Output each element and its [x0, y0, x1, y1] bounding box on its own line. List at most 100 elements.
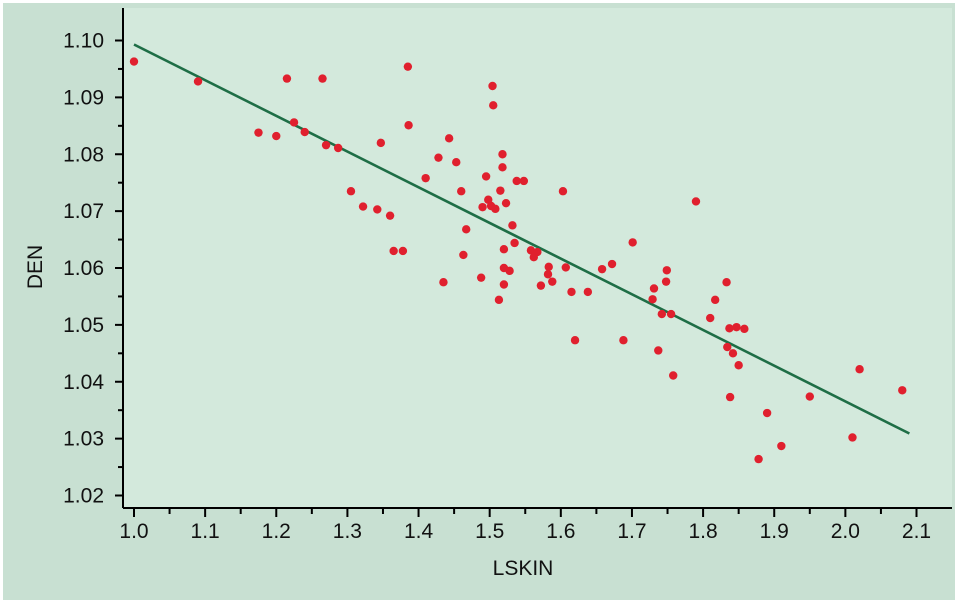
- data-point: [512, 176, 521, 186]
- data-point: [501, 198, 511, 208]
- data-point: [129, 57, 139, 66]
- data-point: [459, 250, 468, 260]
- data-point: [762, 408, 772, 418]
- data-point: [389, 246, 398, 256]
- x-tick-label: 1.6: [546, 520, 575, 543]
- data-point: [272, 131, 281, 141]
- x-tick-label: 1.2: [262, 520, 291, 543]
- data-point: [661, 277, 671, 286]
- y-tick-label: 1.09: [63, 86, 104, 109]
- data-point: [505, 266, 514, 276]
- data-point: [710, 295, 720, 305]
- data-point: [544, 262, 553, 272]
- data-point: [499, 280, 509, 289]
- x-tick-label: 1.8: [688, 520, 717, 543]
- data-point: [607, 259, 617, 269]
- data-point: [333, 143, 343, 153]
- data-point: [376, 138, 386, 148]
- data-point: [777, 441, 786, 451]
- x-tick-label: 1.5: [475, 520, 504, 543]
- data-point: [494, 295, 504, 305]
- data-point: [498, 163, 507, 172]
- y-tick-label: 1.03: [63, 428, 104, 451]
- data-point: [300, 127, 309, 137]
- data-point: [452, 158, 461, 167]
- data-point: [691, 197, 701, 206]
- data-point: [444, 134, 454, 143]
- data-point: [662, 266, 672, 275]
- y-tick-label: 1.05: [63, 314, 104, 337]
- data-point: [496, 186, 505, 195]
- data-point: [403, 62, 413, 71]
- regression-line: [133, 43, 910, 435]
- y-tick-label: 1.06: [63, 257, 104, 280]
- data-point: [478, 202, 487, 212]
- data-point: [723, 342, 732, 352]
- data-point: [706, 313, 715, 323]
- data-point: [848, 433, 857, 442]
- data-point: [526, 246, 536, 255]
- data-point: [439, 278, 448, 287]
- data-point: [583, 287, 593, 297]
- data-point: [358, 202, 368, 211]
- data-point: [558, 187, 568, 196]
- data-point: [548, 277, 557, 286]
- data-point: [489, 101, 498, 110]
- data-point: [318, 74, 327, 83]
- data-point: [740, 324, 749, 334]
- data-point: [481, 172, 491, 181]
- data-point: [282, 74, 292, 83]
- data-point: [193, 77, 203, 86]
- data-point: [561, 263, 570, 272]
- data-point: [373, 205, 382, 214]
- y-tick-label: 1.02: [63, 485, 104, 508]
- data-point: [597, 264, 607, 274]
- y-tick-label: 1.08: [63, 143, 104, 166]
- data-point: [855, 365, 864, 374]
- data-point: [628, 238, 637, 247]
- x-tick-label: 1.4: [404, 520, 434, 543]
- data-point: [346, 187, 356, 196]
- data-point: [488, 81, 497, 91]
- data-point: [648, 295, 657, 304]
- data-point: [657, 309, 667, 319]
- y-tick-label: 1.10: [63, 30, 104, 53]
- data-point: [476, 273, 486, 282]
- data-point: [508, 221, 517, 230]
- y-tick-label: 1.07: [63, 200, 104, 223]
- x-tick-label: 2.0: [831, 520, 860, 543]
- y-axis-title: DEN: [24, 245, 47, 289]
- fit-line-layer: [133, 43, 910, 435]
- data-point: [754, 454, 763, 464]
- data-point: [491, 204, 500, 214]
- data-point: [619, 336, 628, 345]
- data-point: [484, 195, 493, 204]
- data-point: [570, 336, 580, 345]
- x-tick-label: 2.1: [902, 520, 931, 543]
- data-point: [666, 309, 676, 319]
- x-tick-label: 1.1: [191, 520, 220, 543]
- y-axis: 1.02 1.03 1.04 1.05 1.06 1.07 1.08 1.09 1.10: [63, 8, 124, 508]
- data-point: [457, 187, 466, 196]
- points-layer: [129, 57, 907, 464]
- x-tick-label: 1.7: [617, 520, 646, 543]
- data-point: [543, 270, 553, 279]
- x-tick-label: 1.9: [760, 520, 789, 543]
- x-tick-label: 1.3: [333, 520, 362, 543]
- data-point: [462, 225, 471, 234]
- y-tick-label: 1.04: [63, 371, 104, 394]
- data-point: [519, 176, 529, 186]
- data-point: [805, 392, 814, 401]
- data-point: [654, 346, 663, 355]
- data-point: [732, 322, 741, 332]
- data-point: [898, 386, 907, 395]
- data-point: [385, 211, 395, 220]
- data-point: [725, 392, 735, 402]
- x-tick-label: 1.0: [119, 520, 148, 543]
- x-axis-title: LSKIN: [493, 557, 554, 580]
- data-point: [649, 284, 659, 293]
- data-point: [728, 349, 738, 358]
- data-point: [421, 173, 430, 183]
- data-point: [510, 238, 519, 248]
